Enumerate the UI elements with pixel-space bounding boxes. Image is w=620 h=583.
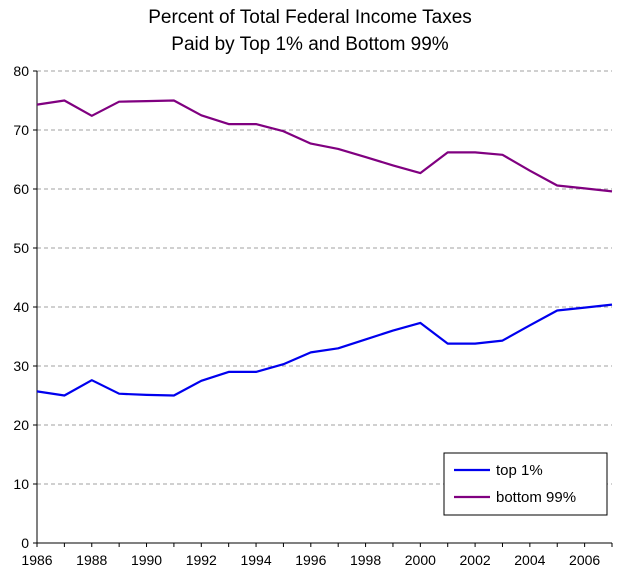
chart-title-line-2: Paid by Top 1% and Bottom 99% [171, 34, 449, 55]
chart-title-line-1: Percent of Total Federal Income Taxes [148, 7, 472, 28]
legend-label-top-1: top 1% [496, 462, 543, 479]
x-tick-label-2006: 2006 [569, 552, 600, 568]
x-tick-label-2000: 2000 [405, 552, 436, 568]
y-tick-label-50: 50 [13, 240, 29, 256]
x-tick-label-1990: 1990 [131, 552, 162, 568]
y-tick-label-10: 10 [13, 476, 29, 492]
y-tick-label-30: 30 [13, 358, 29, 374]
x-tick-label-1992: 1992 [186, 552, 217, 568]
x-tick-label-1996: 1996 [295, 552, 326, 568]
x-tick-label-1994: 1994 [240, 552, 271, 568]
y-tick-label-40: 40 [13, 299, 29, 315]
x-tick-label-1988: 1988 [76, 552, 107, 568]
y-tick-label-70: 70 [13, 122, 29, 138]
legend-label-bottom-99: bottom 99% [496, 489, 576, 506]
x-tick-label-1986: 1986 [21, 552, 52, 568]
series-line-top-1 [36, 303, 613, 397]
x-tick-label-2004: 2004 [514, 552, 545, 568]
y-tick-label-60: 60 [13, 181, 29, 197]
chart-title: Percent of Total Federal Income Taxes Pa… [0, 4, 620, 58]
legend-box [443, 452, 608, 516]
y-tick-label-80: 80 [13, 63, 29, 79]
x-tick-label-2002: 2002 [460, 552, 491, 568]
y-tick-label-20: 20 [13, 417, 29, 433]
series-line-bottom-99 [36, 99, 613, 193]
y-tick-label-0: 0 [21, 535, 29, 551]
x-tick-label-1998: 1998 [350, 552, 381, 568]
